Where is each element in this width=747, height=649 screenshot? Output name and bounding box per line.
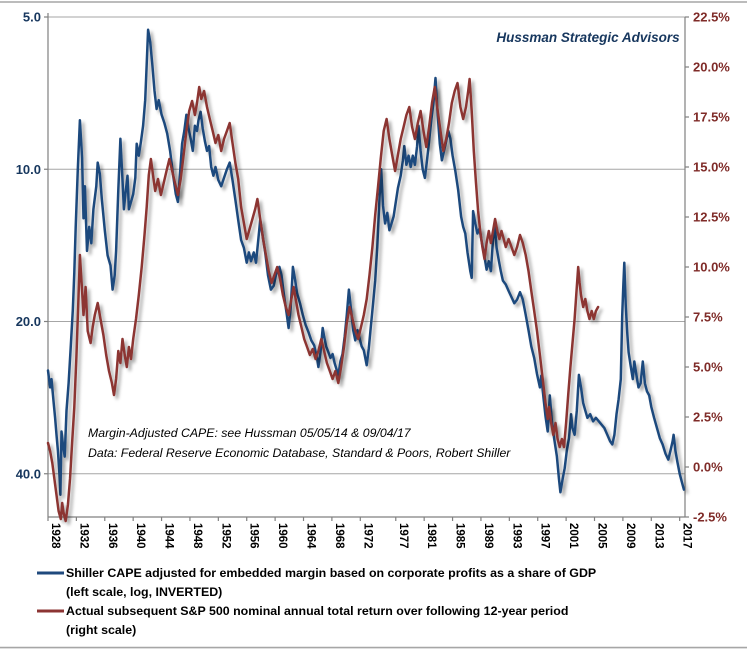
x-axis-label: 1993 bbox=[510, 523, 522, 549]
right-axis-label: 22.5% bbox=[693, 10, 730, 25]
left-axis-label: 20.0 bbox=[16, 314, 41, 329]
right-axis-label: -2.5% bbox=[693, 510, 727, 525]
right-axis-label: 2.5% bbox=[693, 410, 723, 425]
x-axis-label: 1960 bbox=[276, 523, 288, 549]
x-axis-label: 1940 bbox=[134, 523, 146, 549]
right-axis-label: 20.0% bbox=[693, 60, 730, 75]
x-axis-label: 1956 bbox=[248, 523, 260, 549]
x-axis-label: 1952 bbox=[219, 523, 231, 549]
x-axis-label: 1936 bbox=[106, 523, 118, 549]
x-axis-label: 2009 bbox=[624, 523, 636, 549]
right-axis-label: 17.5% bbox=[693, 110, 730, 125]
right-axis-label: 7.5% bbox=[693, 310, 723, 325]
legend-label-return-line-2: (right scale) bbox=[66, 623, 136, 637]
x-axis-label: 1964 bbox=[305, 523, 317, 549]
x-axis-label: 2001 bbox=[567, 523, 579, 549]
x-axis-label: 1932 bbox=[77, 523, 89, 549]
x-axis-label: 1989 bbox=[482, 523, 494, 549]
legend-label-cape-line-2: (left scale, log, INVERTED) bbox=[66, 585, 222, 599]
return-series-line bbox=[46, 77, 600, 523]
right-axis-label: 10.0% bbox=[693, 260, 730, 275]
x-axis-label: 1997 bbox=[539, 523, 551, 549]
right-axis-label: 15.0% bbox=[693, 160, 730, 175]
left-axis-label: 40.0 bbox=[16, 466, 41, 481]
x-axis-label: 2013 bbox=[652, 523, 664, 549]
left-axis-label: 5.0 bbox=[23, 10, 41, 25]
left-axis-label: 10.0 bbox=[16, 162, 41, 177]
x-axis-label: 1948 bbox=[191, 523, 203, 549]
legend-label-return-line-1: Actual subsequent S&P 500 nominal annual… bbox=[66, 604, 568, 618]
right-axis-label: 5.0% bbox=[693, 360, 723, 375]
x-axis-label: 2017 bbox=[681, 523, 693, 549]
brand-title: Hussman Strategic Advisors bbox=[496, 30, 680, 45]
x-axis-label: 1981 bbox=[425, 523, 437, 549]
legend: Shiller CAPE adjusted for embedded margi… bbox=[37, 566, 596, 637]
cape-series-line bbox=[46, 28, 686, 496]
x-axis-label: 2005 bbox=[596, 523, 608, 549]
x-axis-label: 1985 bbox=[454, 523, 466, 549]
x-axis-label: 1944 bbox=[163, 523, 175, 549]
x-axis-label: 1977 bbox=[397, 523, 409, 549]
legend-label-cape-line-1: Shiller CAPE adjusted for embedded margi… bbox=[66, 566, 596, 580]
annotation-line-1: Margin-Adjusted CAPE: see Hussman 05/05/… bbox=[88, 426, 412, 440]
right-axis-label: 12.5% bbox=[693, 210, 730, 225]
annotation-line-2: Data: Federal Reserve Economic Database,… bbox=[88, 446, 511, 460]
right-axis-label: 0.0% bbox=[693, 460, 723, 475]
x-axis-label: 1972 bbox=[361, 523, 373, 549]
x-axis-label: 1968 bbox=[333, 523, 345, 549]
x-axis-label: 1928 bbox=[49, 523, 61, 549]
